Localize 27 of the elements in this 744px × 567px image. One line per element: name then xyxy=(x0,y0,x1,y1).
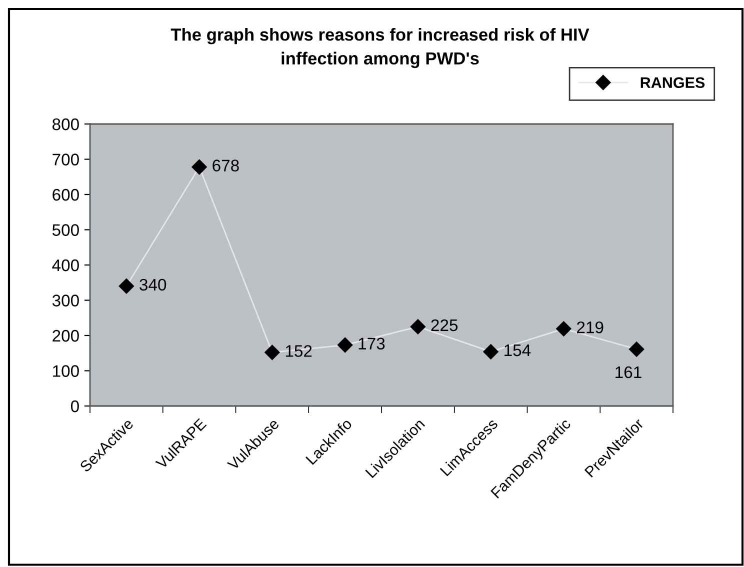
legend-label: RANGES xyxy=(640,77,705,88)
point xyxy=(556,321,572,336)
y-tick-label: 600 xyxy=(52,188,79,201)
y-tick-label: 800 xyxy=(52,118,79,130)
point xyxy=(118,278,134,294)
chart-title: The graph shows reasons for increased risk of HIV inffection among PWD's xyxy=(170,28,590,68)
point xyxy=(337,337,353,353)
data-label: 225 xyxy=(431,319,458,332)
data-label: 678 xyxy=(212,160,239,172)
y-tick-label: 0 xyxy=(70,400,79,412)
point xyxy=(483,344,498,360)
y-tick-label: 200 xyxy=(52,330,79,342)
data-label: 161 xyxy=(616,366,642,378)
y-tick-label: 500 xyxy=(52,224,79,236)
data-label: 219 xyxy=(577,321,604,334)
point xyxy=(628,342,644,357)
y-tick-label: 700 xyxy=(52,154,79,166)
data-label: 152 xyxy=(286,345,312,357)
y-tick-label: 300 xyxy=(52,294,79,306)
data-label: 154 xyxy=(504,344,531,356)
point xyxy=(192,159,207,175)
data-label: 340 xyxy=(140,278,166,291)
point xyxy=(410,319,426,334)
y-tick-label: 100 xyxy=(53,365,79,377)
y-tick-label: 400 xyxy=(52,259,79,272)
data-label: 173 xyxy=(358,338,385,350)
point xyxy=(264,344,280,360)
